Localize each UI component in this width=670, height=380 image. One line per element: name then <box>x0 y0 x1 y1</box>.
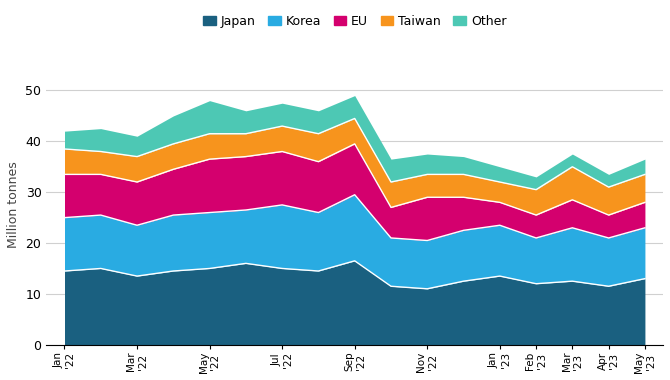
Y-axis label: Million tonnes: Million tonnes <box>7 162 20 248</box>
Legend: Japan, Korea, EU, Taiwan, Other: Japan, Korea, EU, Taiwan, Other <box>198 10 511 33</box>
